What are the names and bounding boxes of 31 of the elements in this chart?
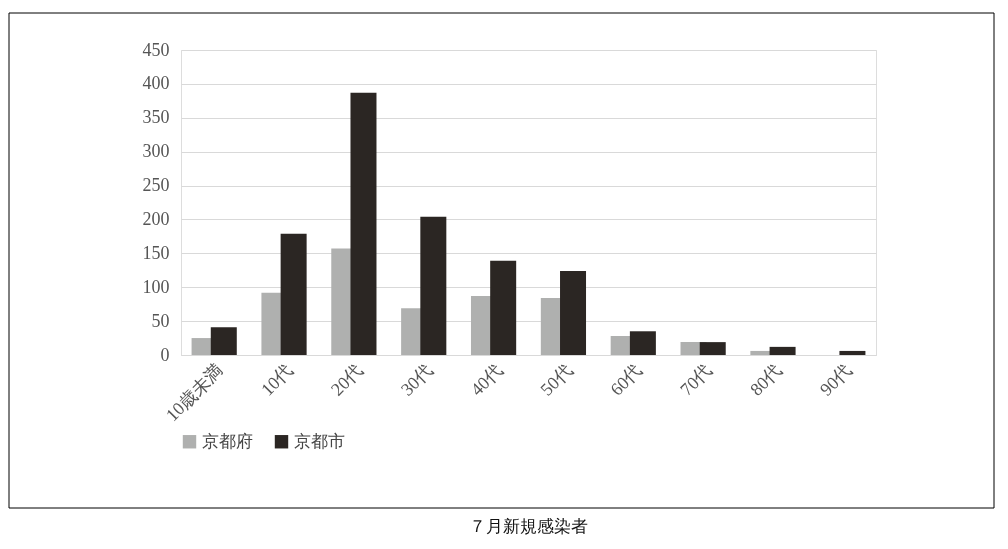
bar [629,331,656,355]
bar [490,260,517,355]
x-tick-label: 10代 [257,360,297,400]
y-tick-label: 100 [142,276,170,297]
bar [699,342,726,355]
y-tick-label: 450 [142,39,170,60]
x-tick-label: 80代 [746,360,786,400]
x-tick-label: 40代 [466,360,507,400]
y-tick-label: 200 [142,208,170,229]
bar [560,270,587,355]
x-tick-label: 90代 [815,360,856,400]
x-tick-label: 50代 [536,360,577,400]
y-tick-label: 300 [142,141,170,162]
x-tick-label: 60代 [606,360,646,400]
bar [350,92,377,355]
bar [769,346,796,355]
legend-label: 京都府 [202,430,253,451]
bar [210,327,237,355]
y-tick-label: 150 [142,242,170,263]
y-tick-label: 350 [142,107,170,128]
x-tick-label: 70代 [676,360,716,400]
x-tick-label: 30代 [396,360,437,400]
x-tick-label: 20代 [327,360,367,400]
text: ７月新規感染者 [469,515,588,536]
legend-label: 京都市 [294,430,345,451]
y-tick-label: 250 [142,175,170,196]
y-tick-label: 50 [151,310,170,331]
y-tick-label: 400 [142,73,170,94]
bar [839,350,866,355]
bar [280,233,307,355]
bar [420,216,447,355]
